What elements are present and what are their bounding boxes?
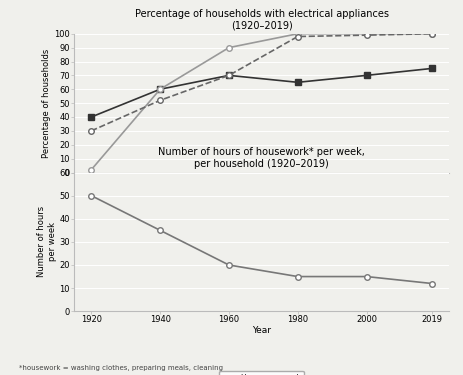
Y-axis label: Percentage of households: Percentage of households — [43, 48, 51, 158]
Y-axis label: Number of hours
per week: Number of hours per week — [37, 206, 56, 278]
Legend: Washing machine, Refrigerator, Vacuum cleaner: Washing machine, Refrigerator, Vacuum cl… — [137, 229, 386, 244]
X-axis label: Year: Year — [252, 326, 271, 335]
X-axis label: Year: Year — [252, 187, 271, 196]
Title: Number of hours of housework* per week,
per household (1920–2019): Number of hours of housework* per week, … — [158, 147, 365, 169]
Title: Percentage of households with electrical appliances
(1920–2019): Percentage of households with electrical… — [135, 9, 388, 30]
Text: *housework = washing clothes, preparing meals, cleaning: *housework = washing clothes, preparing … — [19, 365, 223, 371]
Legend: Hours per week: Hours per week — [219, 370, 304, 375]
